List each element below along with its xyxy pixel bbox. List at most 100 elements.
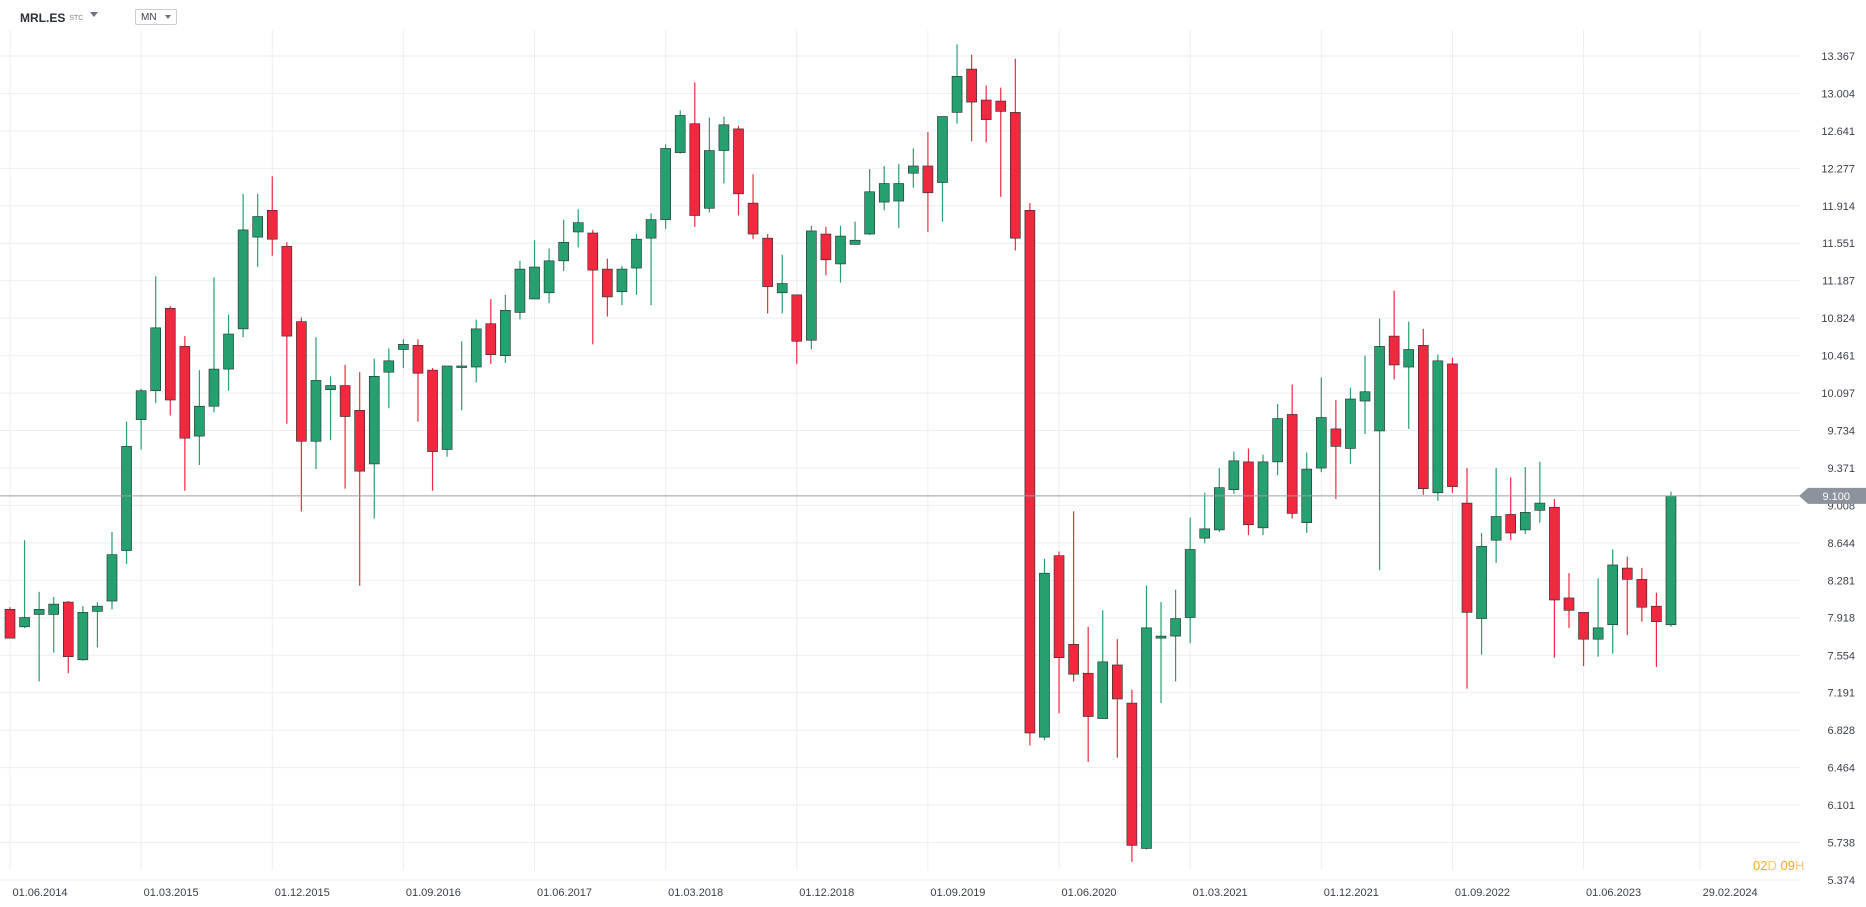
y-tick-label: 10.097 <box>1821 388 1855 400</box>
candle-body <box>1432 360 1444 494</box>
candle-up <box>252 193 263 268</box>
x-tick-label: 01.06.2020 <box>1062 887 1117 899</box>
candle-body <box>966 68 977 103</box>
candle-up <box>237 193 249 338</box>
candle-up <box>1432 354 1444 502</box>
candle-body <box>208 368 220 407</box>
candle-up <box>1476 532 1487 655</box>
candle-up <box>19 540 30 628</box>
candle-body <box>164 307 176 401</box>
candle-down <box>602 258 613 317</box>
candle-up <box>937 116 948 222</box>
candle-up <box>1272 404 1283 476</box>
candle-body <box>1534 502 1546 511</box>
candle-body <box>1141 627 1152 849</box>
candle-body <box>339 385 351 417</box>
y-tick-label: 11.914 <box>1822 201 1855 213</box>
candle-down <box>820 226 832 276</box>
candle-up <box>704 117 715 213</box>
candle-body <box>383 360 395 373</box>
y-tick-label: 9.371 <box>1827 463 1855 475</box>
candle-body <box>1199 528 1211 539</box>
candle-down <box>412 339 424 422</box>
candle-down <box>922 131 934 232</box>
candle-up <box>674 110 686 154</box>
candle-down <box>1243 448 1254 536</box>
candle-body <box>849 239 861 245</box>
candle-body <box>1563 597 1575 611</box>
candle-up <box>1184 517 1196 644</box>
candle-up <box>1519 467 1531 535</box>
x-tick-label: 01.12.2018 <box>799 887 854 899</box>
candles <box>4 44 1677 862</box>
candle-down <box>164 306 176 416</box>
candle-up <box>383 348 395 409</box>
candle-body <box>470 328 482 368</box>
candle-body <box>1039 572 1050 738</box>
candle-down <box>1417 328 1429 495</box>
candle-body <box>776 283 788 294</box>
symbol-dropdown-icon[interactable] <box>90 12 98 17</box>
candle-body <box>1228 460 1240 491</box>
y-tick-label: 7.918 <box>1827 613 1855 625</box>
timeframe-select[interactable]: MN <box>135 9 177 25</box>
y-tick-label: 7.191 <box>1827 688 1855 700</box>
candle-up <box>878 165 890 211</box>
current-price-line: 9.100 <box>0 487 1866 504</box>
candle-body <box>1184 549 1196 618</box>
candle-down <box>1286 384 1298 519</box>
candle-down <box>339 364 351 489</box>
y-tick-label: 13.004 <box>1821 88 1855 100</box>
candle-body <box>660 148 671 220</box>
candle-body <box>77 612 89 661</box>
candle-body <box>62 601 74 658</box>
candle-body <box>1592 627 1604 640</box>
candle-up <box>660 144 671 229</box>
candle-up <box>456 341 467 411</box>
candle-body <box>1461 502 1473 613</box>
candle-up <box>1403 321 1415 429</box>
x-tick-label: 01.09.2016 <box>406 887 461 899</box>
candle-down <box>1388 290 1400 380</box>
candle-body <box>252 216 263 238</box>
candle-up <box>893 163 905 228</box>
y-tick-label: 5.738 <box>1827 837 1855 849</box>
candle-up <box>645 213 657 306</box>
candle-body <box>1665 495 1677 626</box>
x-tick-label: 29.02.2024 <box>1703 887 1758 899</box>
candle-up <box>48 596 60 653</box>
candle-body <box>121 446 132 551</box>
candle-up <box>1301 452 1313 533</box>
candle-down <box>1010 58 1021 251</box>
candle-body <box>1082 672 1094 717</box>
candle-up <box>121 421 132 564</box>
candle-body <box>1126 702 1138 846</box>
candle-body <box>281 246 293 337</box>
x-tick-label: 01.12.2021 <box>1324 887 1379 899</box>
candle-up <box>398 339 409 369</box>
candle-body <box>412 345 424 374</box>
candle-down <box>995 87 1007 197</box>
candle-up <box>1155 602 1167 704</box>
candle-body <box>354 410 365 472</box>
candle-body <box>48 603 60 615</box>
symbol-selector[interactable]: MRL.ES STC <box>20 11 83 25</box>
candle-up <box>718 116 730 184</box>
candle-up <box>106 531 118 610</box>
candle-up <box>1097 610 1109 719</box>
candle-up <box>529 240 540 300</box>
candle-up <box>776 254 788 314</box>
candle-body <box>92 605 103 612</box>
y-tick-label: 12.641 <box>1821 126 1855 138</box>
candle-body <box>616 268 628 293</box>
candle-down <box>1549 498 1560 658</box>
candle-body <box>572 222 584 233</box>
candle-body <box>135 390 147 420</box>
candle-body <box>1549 506 1560 601</box>
candle-body <box>1359 391 1371 402</box>
candle-up <box>1141 585 1152 850</box>
y-tick-label: 12.277 <box>1821 163 1855 175</box>
candle-body <box>1476 546 1487 619</box>
candle-body <box>1155 635 1167 639</box>
